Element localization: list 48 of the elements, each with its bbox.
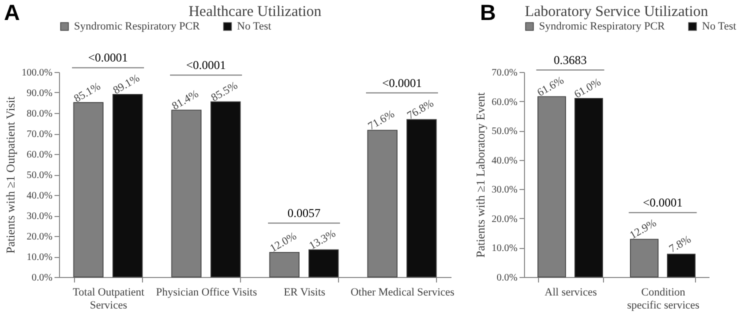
- y-tick-label: 70.0%: [26, 129, 52, 140]
- legend-label: No Test: [702, 20, 736, 33]
- x-tick-label: Condition specific services: [627, 286, 700, 312]
- y-tick-label: 30.0%: [492, 184, 518, 196]
- bar: [210, 101, 241, 278]
- y-tick-label: 50.0%: [492, 126, 518, 138]
- y-axis-title: Patients with ≥1 Outpatient Visit: [4, 96, 18, 254]
- y-tick-label: 0.0%: [32, 272, 52, 284]
- y-axis-title: Patients with ≥1 Laboratory Event: [474, 92, 488, 258]
- y-tick-label: 60.0%: [26, 150, 52, 160]
- annotation: 0.0057: [288, 206, 320, 220]
- annotation: <0.0001: [382, 76, 422, 90]
- bar: [112, 94, 143, 278]
- text: 0.3683: [554, 52, 587, 67]
- text: B: [480, 0, 496, 26]
- x-tick-label: Other Medical Services: [350, 286, 454, 298]
- x-tick-label: Physician Office Visits: [156, 286, 257, 298]
- bar: [308, 249, 339, 278]
- data-label: 7.8%: [667, 233, 694, 256]
- chart-title: Laboratory Service Utilization: [524, 4, 709, 20]
- bar: [574, 98, 604, 278]
- y-tick-label: 60.0%: [492, 96, 518, 108]
- text: A: [4, 0, 20, 26]
- y-tick-label: 10.0%: [26, 252, 52, 263]
- legend-label: Syndromic Respiratory PCR: [539, 20, 666, 33]
- y-tick-label: 100.0%: [22, 68, 52, 78]
- y-tick-label: 10.0%: [492, 243, 518, 254]
- y-tick-label: 80.0%: [26, 108, 52, 120]
- y-tick-label: 20.0%: [26, 232, 52, 242]
- y-tick-label: 30.0%: [26, 211, 52, 222]
- x-tick-label: ER Visits: [284, 286, 326, 298]
- y-tick-label: 70.0%: [492, 68, 518, 78]
- text: <0.0001: [88, 50, 128, 65]
- x-tick-label: All services: [544, 286, 597, 298]
- y-tick-label: 90.0%: [26, 88, 52, 99]
- text: <0.0001: [186, 58, 226, 72]
- annotation: <0.0001: [642, 196, 683, 210]
- chart-title: Healthcare Utilization: [188, 4, 322, 20]
- legend-label: No Test: [237, 20, 272, 33]
- y-tick-label: 40.0%: [26, 190, 52, 202]
- x-tick-label: Total Outpatient Services: [72, 286, 144, 312]
- legend-label: Syndromic Respiratory PCR: [74, 20, 201, 33]
- y-tick-label: 50.0%: [26, 170, 52, 181]
- y-tick-label: 20.0%: [492, 214, 518, 225]
- bar: [666, 254, 696, 278]
- bar: [406, 119, 437, 278]
- y-tick-label: 40.0%: [492, 155, 518, 166]
- y-tick-label: 0.0%: [496, 272, 518, 284]
